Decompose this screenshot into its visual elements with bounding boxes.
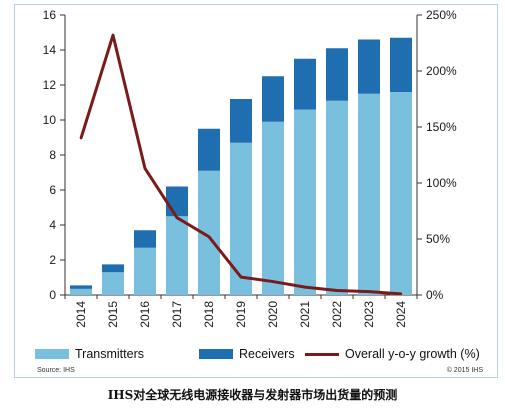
bar-receivers bbox=[230, 99, 252, 143]
bar-receivers bbox=[102, 264, 124, 273]
x-tick-label: 2016 bbox=[138, 301, 152, 328]
x-tick-label: 2021 bbox=[298, 301, 312, 328]
bar-receivers bbox=[166, 186, 188, 217]
bar-receivers bbox=[262, 76, 284, 122]
growth-swatch bbox=[305, 352, 339, 356]
bar-receivers bbox=[134, 230, 156, 248]
figure-caption: IHS对全球无线电源接收器与发射器市场出货量的预测 bbox=[107, 388, 398, 402]
bar-transmitters bbox=[390, 92, 412, 295]
bar-transmitters bbox=[358, 93, 380, 295]
right-tick-label: 100% bbox=[426, 176, 457, 190]
bar-transmitters bbox=[166, 216, 188, 295]
growth-point bbox=[399, 292, 403, 296]
right-tick-label: 250% bbox=[426, 8, 457, 22]
bar-transmitters bbox=[294, 109, 316, 295]
left-tick-label: 0 bbox=[49, 288, 56, 302]
growth-point bbox=[303, 285, 307, 289]
legend-label-receivers: Receivers bbox=[239, 347, 295, 361]
legend-item-receivers: Receivers bbox=[199, 347, 295, 361]
chart: 0 2 4 6 8 10 12 14 16 0% 50% 100% 150% 200% 250% 2014 20… bbox=[43, 8, 457, 328]
left-tick-label: 16 bbox=[43, 8, 57, 22]
right-tick-label: 150% bbox=[426, 120, 457, 134]
copyright-note: © 2015 IHS bbox=[446, 367, 483, 374]
transmitters-swatch bbox=[35, 349, 69, 359]
left-tick-label: 10 bbox=[43, 113, 57, 127]
bar-transmitters bbox=[230, 142, 252, 295]
growth-point bbox=[175, 216, 179, 219]
bar-receivers bbox=[390, 37, 412, 92]
left-tick-label: 14 bbox=[43, 43, 57, 57]
bar-receivers bbox=[294, 58, 316, 110]
bar-receivers bbox=[326, 48, 348, 101]
source-note: Source: IHS bbox=[37, 367, 75, 374]
growth-point bbox=[79, 137, 83, 140]
growth-point bbox=[207, 235, 211, 238]
bar-transmitters bbox=[102, 272, 124, 295]
growth-point bbox=[271, 280, 275, 283]
x-tick-label: 2020 bbox=[266, 301, 280, 328]
chart-frame: 0 2 4 6 8 10 12 14 16 0% 50% 100% 150% 200% 250% 2014 20… bbox=[14, 4, 498, 378]
bar-transmitters bbox=[198, 170, 220, 295]
x-tick-label: 2019 bbox=[234, 301, 248, 328]
legend-item-transmitters: Transmitters bbox=[35, 347, 144, 361]
growth-point bbox=[335, 289, 339, 292]
receivers-swatch bbox=[199, 349, 233, 359]
growth-point bbox=[239, 275, 243, 279]
legend: Transmitters Receivers Overall y-o-y gro… bbox=[35, 347, 505, 365]
bar-receivers bbox=[70, 285, 92, 289]
left-tick-label: 2 bbox=[49, 253, 56, 267]
growth-point bbox=[367, 290, 371, 293]
growth-point bbox=[111, 33, 115, 37]
bar-receivers bbox=[358, 39, 380, 94]
x-tick-label: 2023 bbox=[362, 301, 376, 328]
left-tick-label: 8 bbox=[49, 148, 56, 162]
bar-transmitters bbox=[326, 100, 348, 295]
legend-label-transmitters: Transmitters bbox=[75, 347, 144, 361]
x-tick-label: 2017 bbox=[170, 301, 184, 328]
bar-transmitters bbox=[70, 288, 92, 295]
left-tick-label: 6 bbox=[49, 183, 56, 197]
bar-receivers bbox=[198, 128, 220, 171]
bar-transmitters bbox=[262, 121, 284, 295]
left-tick-label: 12 bbox=[43, 78, 57, 92]
x-tick-label: 2018 bbox=[202, 301, 216, 328]
x-tick-label: 2014 bbox=[74, 301, 88, 328]
x-tick-label: 2015 bbox=[106, 301, 120, 328]
x-tick-label: 2022 bbox=[330, 301, 344, 328]
right-tick-label: 200% bbox=[426, 64, 457, 78]
legend-label-growth: Overall y-o-y growth (%) bbox=[345, 347, 480, 361]
growth-point bbox=[143, 167, 147, 170]
right-tick-label: 0% bbox=[426, 288, 444, 302]
legend-item-growth: Overall y-o-y growth (%) bbox=[305, 347, 480, 361]
right-tick-label: 50% bbox=[426, 232, 450, 246]
left-tick-label: 4 bbox=[49, 218, 56, 232]
bar-transmitters bbox=[134, 247, 156, 295]
x-tick-label: 2024 bbox=[394, 301, 408, 328]
